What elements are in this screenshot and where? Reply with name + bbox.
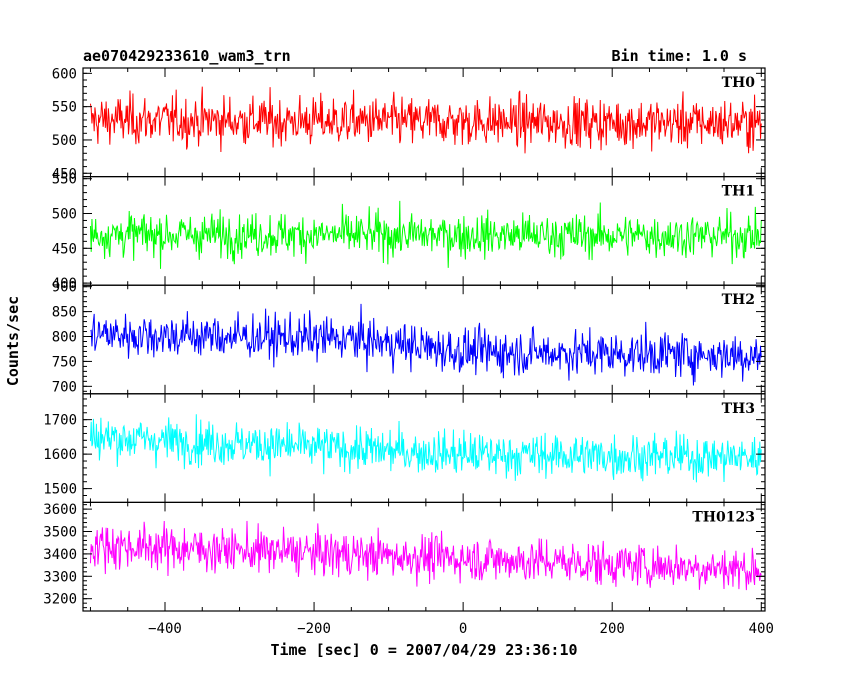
panel-label-th0: TH0 — [722, 75, 756, 91]
x-tick-label: −400 — [148, 621, 182, 637]
y-tick-label: 3200 — [43, 592, 77, 608]
bin-time-label: Bin time: 1.0 s — [612, 47, 747, 65]
y-tick-label: 600 — [52, 66, 77, 82]
y-axis-label: Counts/sec — [4, 296, 22, 386]
series-th3-line — [89, 414, 762, 483]
y-tick-label: 750 — [52, 354, 77, 370]
panel-label-th2: TH2 — [722, 292, 755, 308]
y-tick-label: 450 — [52, 241, 77, 257]
y-tick-label: 450 — [52, 166, 77, 182]
panel-label-th0123: TH0123 — [692, 509, 755, 525]
x-tick-label: 400 — [749, 621, 774, 637]
y-tick-label: 500 — [52, 133, 77, 149]
panel-label-th1: TH1 — [722, 184, 755, 200]
panels-group: 450 500 550 600 TH0 400 450 500 550 TH1 700 750 800 8… — [43, 66, 774, 637]
panel-frame — [82, 501, 766, 612]
y-tick-label: 900 — [52, 280, 77, 296]
y-tick-label: 550 — [52, 100, 77, 116]
y-tick-label: 700 — [52, 379, 77, 395]
plot-title: ae070429233610_wam3_trn — [83, 47, 291, 65]
y-tick-label: 3500 — [43, 525, 77, 541]
y-tick-label: 500 — [52, 206, 77, 222]
panel-th1: 400 450 500 550 TH1 — [52, 172, 766, 292]
y-tick-label: 1700 — [43, 413, 77, 429]
panel-frame — [82, 284, 766, 395]
y-tick-label: 800 — [52, 330, 77, 346]
panel-th0: 450 500 550 600 TH0 — [52, 66, 766, 182]
y-tick-label: 3400 — [43, 547, 77, 563]
y-tick-label: 1600 — [43, 447, 77, 463]
panel-label-th3: TH3 — [722, 401, 755, 417]
y-tick-label: 400 — [52, 276, 77, 292]
y-tick-label: 550 — [52, 172, 77, 188]
panel-th2: 700 750 800 850 900 TH2 — [52, 280, 766, 395]
y-tick-label: 1500 — [43, 482, 77, 498]
series-th0-line — [89, 86, 762, 154]
series-th2-line — [90, 303, 762, 386]
x-tick-label: 200 — [600, 621, 625, 637]
series-th0123-line — [89, 520, 762, 591]
panel-th3: 1500 1600 1700 TH3 — [43, 393, 766, 503]
panel-th0123: 3200 3300 3400 3500 3600 TH0123 — [43, 501, 766, 612]
y-tick-label: 850 — [52, 305, 77, 321]
x-axis-label: Time [sec] 0 = 2007/04/29 23:36:10 — [270, 641, 577, 659]
series-th1-line — [89, 200, 762, 269]
y-tick-label: 3600 — [43, 502, 77, 518]
x-tick-label: −200 — [297, 621, 331, 637]
y-tick-label: 3300 — [43, 569, 77, 585]
x-tick-label: 0 — [459, 621, 467, 637]
